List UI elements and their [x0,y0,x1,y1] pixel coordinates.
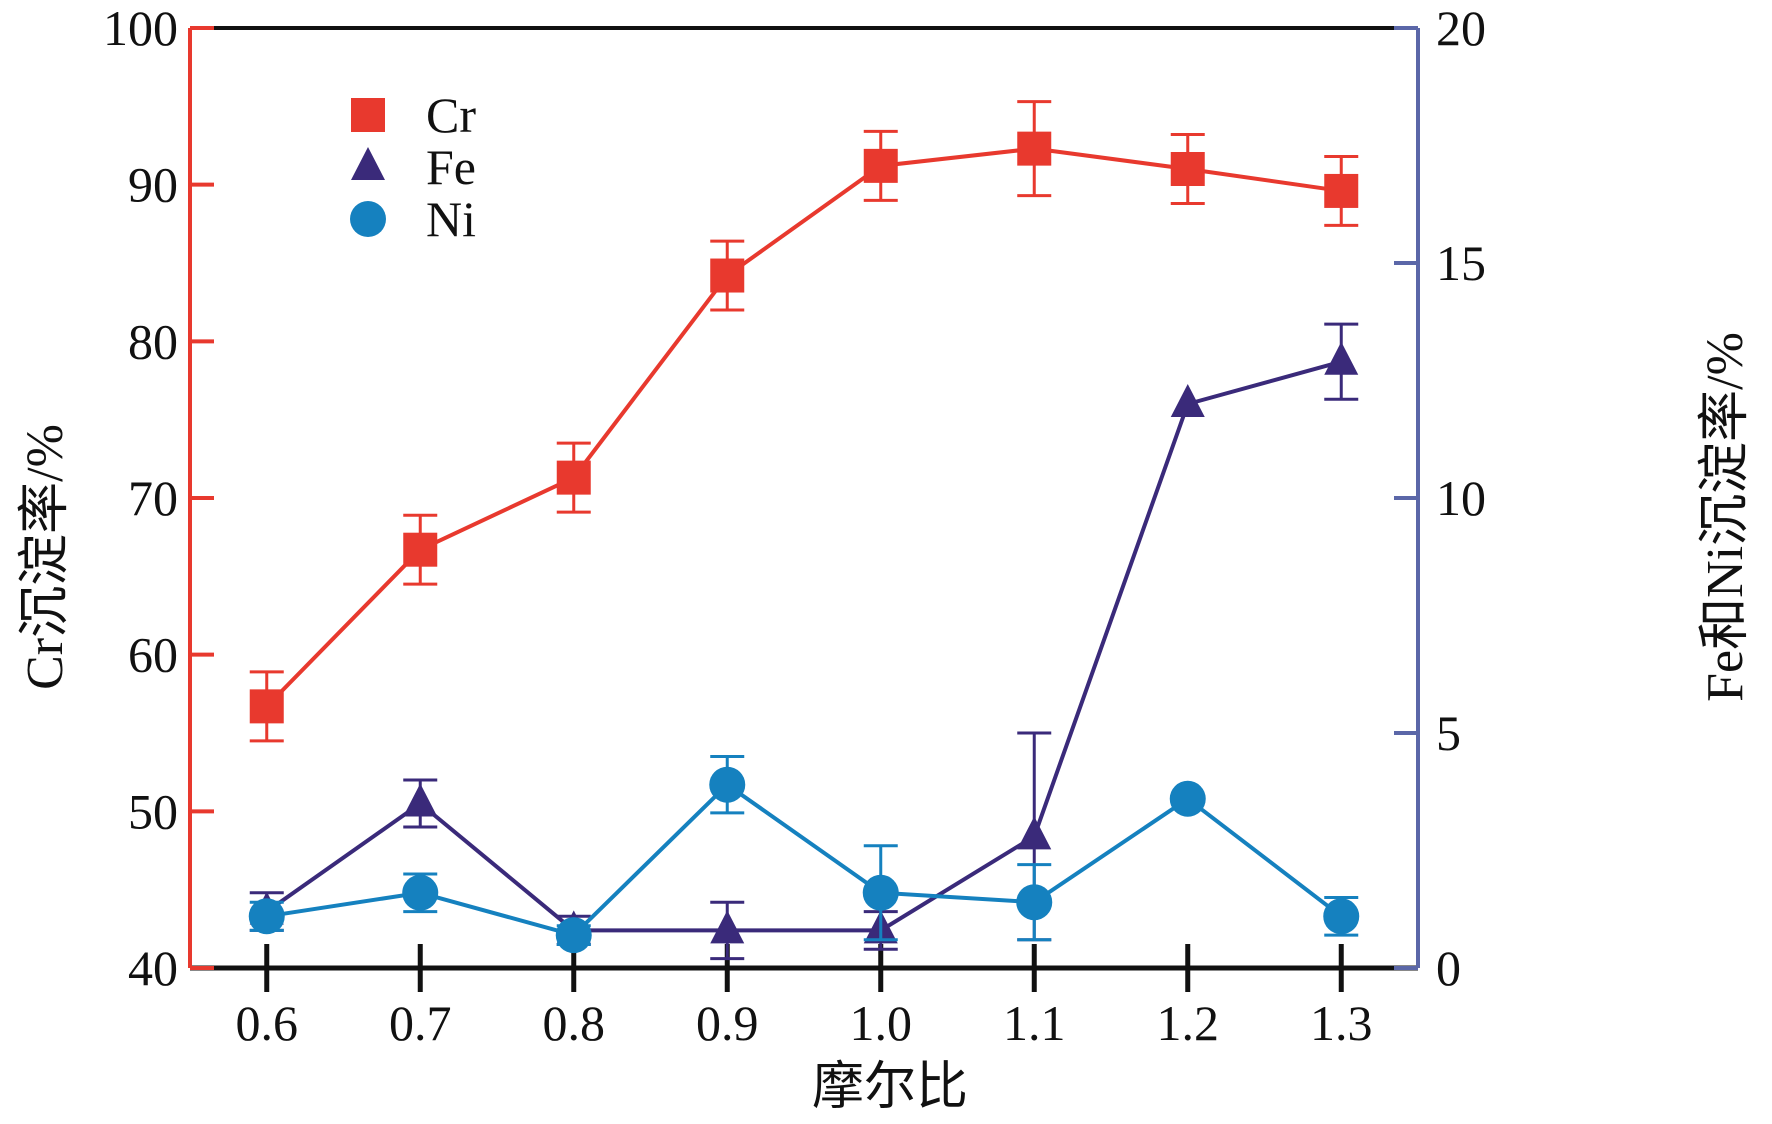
y-left-tick-label: 90 [128,157,178,213]
axes-layer: 40 50 60 70 80 90 100 0 5 10 15 20 0.6 0.7 0.8 0.9 1.0 1.… [103,0,1486,1051]
series-cr [249,100,1359,743]
x-tick-label: 0.8 [543,995,606,1051]
x-tick-label: 1.1 [1003,995,1066,1051]
data-point-cr [1324,173,1359,208]
y-axis-right-title: Fe和Ni沉淀率/% [1697,332,1754,702]
y-axis-left-title: Cr沉淀率/% [17,424,74,690]
legend-marker-cr [351,98,385,132]
data-point-cr [556,460,591,495]
y-right-tick-label: 10 [1436,470,1486,526]
data-point-fe [1170,384,1205,417]
y-left-tick-label: 100 [103,0,178,56]
data-point-fe [403,783,438,817]
data-point-fe [1324,341,1359,375]
data-point-cr [710,258,745,293]
data-point-cr [403,532,438,567]
y-right-tick-label: 20 [1436,0,1486,56]
series-layer [248,100,1360,961]
y-right-tick-label: 0 [1436,940,1461,996]
legend-label-ni: Ni [426,191,476,247]
series-fe [249,322,1359,961]
data-point-cr [1170,152,1205,186]
data-point-ni [402,874,439,911]
y-left-tick-label: 80 [128,313,178,369]
legend-marker-ni [350,201,386,237]
y-left-tick-label: 40 [128,940,178,996]
data-point-ni [248,898,285,935]
x-tick-label: 1.0 [850,995,913,1051]
x-axis-title: 摩尔比 [812,1059,968,1116]
y-left-tick-label: 60 [128,627,178,683]
x-tick-label: 0.6 [236,995,299,1051]
series-line-fe [265,359,1342,933]
y-left-tick-label: 70 [128,470,178,526]
data-point-cr [1017,131,1052,166]
data-point-ni [1016,884,1053,921]
x-tick-label: 1.2 [1157,995,1220,1051]
x-tick-label: 0.9 [696,995,759,1051]
data-point-fe [1017,816,1052,850]
data-point-ni [555,917,592,954]
legend-marker-fe [351,147,385,180]
data-point-ni [862,874,899,911]
data-point-cr [863,148,898,183]
x-tick-label: 0.7 [389,995,452,1051]
data-point-cr [249,689,284,724]
series-ni [248,755,1360,954]
data-point-ni [1169,780,1206,817]
y-right-tick-label: 15 [1436,235,1486,291]
series-line-ni [266,782,1343,938]
series-line-cr [265,146,1342,708]
y-right-tick-label: 5 [1436,705,1461,761]
x-tick-label: 1.3 [1310,995,1373,1051]
data-point-fe [710,910,745,944]
legend-label-cr: Cr [426,87,476,143]
data-point-ni [1323,898,1360,935]
legend-label-fe: Fe [426,139,476,195]
y-left-tick-label: 50 [128,783,178,839]
data-point-ni [709,766,746,803]
